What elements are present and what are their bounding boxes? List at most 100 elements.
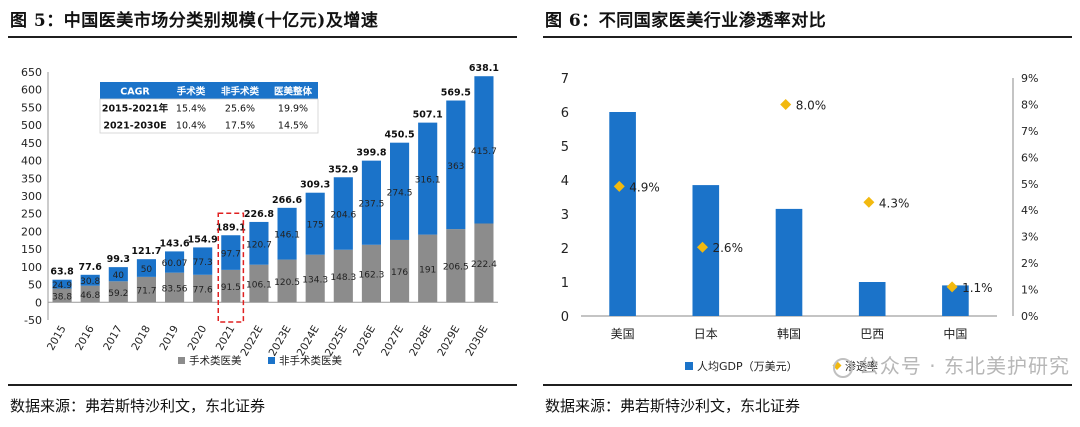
x-tick-label: 2024E bbox=[295, 324, 322, 359]
y-tick-label: 300 bbox=[21, 190, 42, 203]
bar-value-label: 40 bbox=[113, 271, 125, 281]
x-tick-label: 2026E bbox=[351, 324, 378, 359]
total-value-label: 121.7 bbox=[131, 246, 161, 257]
x-tick-label: 2028E bbox=[407, 324, 434, 359]
gdp-bar bbox=[609, 112, 636, 316]
chart-title: 图 6：不同国家医美行业渗透率对比 bbox=[545, 11, 827, 31]
bar-value-label: 91.5 bbox=[221, 283, 241, 293]
penetration-marker bbox=[863, 196, 875, 208]
market-size-chart: -50 0 50 100 150 200 250 300 350 400 450 500 550 600 6… bbox=[21, 63, 499, 367]
bar-surgical bbox=[390, 239, 410, 303]
y-right-tick-label: 4% bbox=[1021, 204, 1038, 217]
watermark: 公众号 · 东北美护研究 bbox=[832, 350, 1070, 379]
bar-surgical bbox=[333, 249, 353, 303]
bar-non-surgical bbox=[80, 274, 100, 286]
legend-label: 手术类医美 bbox=[189, 354, 242, 367]
cagr-table-body bbox=[99, 98, 319, 134]
bar-value-label: 83.56 bbox=[162, 284, 188, 294]
bar-non-surgical bbox=[108, 267, 128, 282]
bar-non-surgical bbox=[249, 221, 269, 265]
left-panel: 图 5：中国医美市场分类别规模(十亿元)及增速 -50 0 50 100 150 200 2… bbox=[0, 0, 525, 427]
cagr-table-cell: 19.9% bbox=[278, 104, 308, 115]
bar-non-surgical bbox=[52, 279, 72, 289]
bar-surgical bbox=[80, 285, 100, 303]
bar-non-surgical bbox=[333, 177, 353, 250]
source-divider bbox=[543, 384, 1072, 386]
bar-value-label: 148.3 bbox=[330, 273, 356, 283]
penetration-label: 8.0% bbox=[796, 98, 827, 112]
data-source: 数据来源：弗若斯特沙利文，东北证券 bbox=[10, 397, 266, 415]
bar-value-label: 134.3 bbox=[302, 275, 328, 285]
x-tick-label: 日本 bbox=[694, 327, 718, 341]
bar-value-label: 237.5 bbox=[359, 200, 385, 210]
data-source: 数据来源：弗若斯特沙利文，东北证券 bbox=[545, 397, 801, 415]
x-tick-label: 2020 bbox=[186, 324, 210, 353]
bar-non-surgical bbox=[418, 122, 438, 235]
y-tick-label: -50 bbox=[24, 314, 42, 327]
legend-swatch-surgical bbox=[178, 357, 185, 364]
total-value-label: 450.5 bbox=[385, 130, 415, 141]
bar-value-label: 71.7 bbox=[136, 287, 156, 297]
wechat-icon bbox=[832, 357, 853, 378]
x-tick-label: 2017 bbox=[101, 324, 125, 353]
y-right-tick-label: 0% bbox=[1021, 310, 1038, 323]
y-tick-label: 100 bbox=[21, 261, 42, 274]
bar-surgical bbox=[418, 234, 438, 303]
y-right-tick-label: 2% bbox=[1021, 257, 1038, 270]
penetration-label: 4.3% bbox=[879, 196, 910, 210]
title-divider bbox=[543, 36, 1072, 38]
penetration-label: 4.9% bbox=[629, 180, 660, 194]
penetration-marker bbox=[696, 241, 708, 253]
cagr-header-cell: 医美整体 bbox=[274, 86, 313, 98]
bar-value-label: 120.5 bbox=[274, 278, 300, 288]
title-divider bbox=[8, 36, 517, 38]
bar-value-label: 222.4 bbox=[471, 260, 497, 270]
cagr-header-cell: 非手术类 bbox=[221, 86, 260, 98]
bar-non-surgical bbox=[193, 247, 213, 275]
penetration-chart: 0 1 2 3 4 5 6 7 0% 1% 2% 3% 4% 5% 6% 7% 8% 9% 美国 4.9% 日本 2.6%… bbox=[561, 72, 1039, 373]
y-tick-label: 0 bbox=[35, 296, 42, 309]
bar-non-surgical bbox=[446, 100, 466, 230]
x-tick-label: 2021 bbox=[214, 324, 238, 353]
x-tick-label: 2027E bbox=[379, 324, 406, 359]
y-left-tick-label: 1 bbox=[561, 276, 569, 291]
x-tick-label: 2022E bbox=[238, 324, 265, 359]
bar-value-label: 106.1 bbox=[246, 280, 272, 290]
y-left-tick-label: 7 bbox=[561, 72, 569, 87]
y-tick-label: 250 bbox=[21, 208, 42, 221]
total-value-label: 154.9 bbox=[188, 234, 218, 245]
x-tick-label: 中国 bbox=[943, 326, 967, 341]
cagr-table-cell: 15.4% bbox=[176, 104, 206, 115]
y-tick-label: 150 bbox=[21, 243, 42, 256]
legend-swatch-non-surgical bbox=[268, 357, 275, 364]
bar-value-label: 120.7 bbox=[246, 240, 272, 250]
bar-value-label: 274.5 bbox=[387, 188, 413, 198]
bar-value-label: 59.2 bbox=[108, 289, 128, 299]
bar-non-surgical bbox=[165, 251, 185, 273]
y-right-tick-label: 9% bbox=[1021, 72, 1038, 85]
bar-value-label: 175 bbox=[307, 221, 324, 231]
bar-non-surgical bbox=[136, 259, 156, 277]
total-value-label: 226.8 bbox=[244, 209, 274, 220]
y-right-tick-label: 8% bbox=[1021, 98, 1038, 111]
penetration-label: 1.1% bbox=[962, 281, 993, 295]
y-tick-label: 500 bbox=[21, 119, 42, 132]
bar-non-surgical bbox=[305, 192, 325, 255]
cagr-table-cell: 14.5% bbox=[278, 121, 308, 132]
cagr-table-cell: 25.6% bbox=[225, 104, 255, 115]
bar-non-surgical bbox=[474, 76, 494, 224]
y-right-tick-label: 1% bbox=[1021, 284, 1038, 297]
gdp-bar bbox=[692, 185, 720, 316]
bar-surgical bbox=[305, 254, 325, 303]
y-tick-label: 650 bbox=[21, 66, 42, 79]
cagr-table-cell: 2021-2030E bbox=[103, 121, 166, 132]
total-value-label: 638.1 bbox=[469, 63, 499, 74]
total-value-label: 266.6 bbox=[272, 195, 302, 206]
bar-value-label: 50 bbox=[141, 265, 153, 275]
y-right-tick-label: 6% bbox=[1021, 151, 1038, 164]
source-divider bbox=[8, 384, 517, 386]
y-right-tick-label: 3% bbox=[1021, 231, 1038, 244]
gdp-bar bbox=[775, 208, 803, 316]
y-left-tick-label: 6 bbox=[561, 106, 569, 121]
bar-surgical bbox=[474, 223, 494, 303]
